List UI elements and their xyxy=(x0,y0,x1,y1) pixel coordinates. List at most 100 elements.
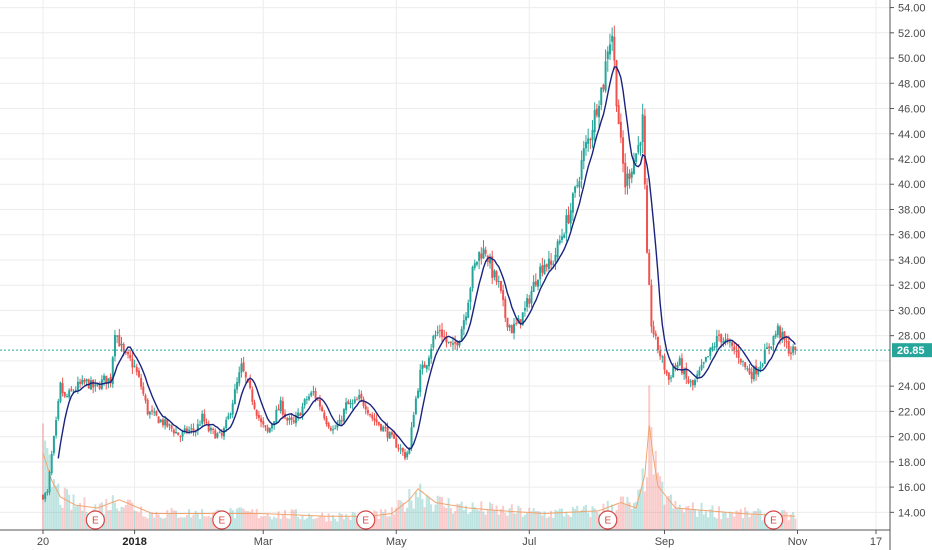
candle-body[interactable] xyxy=(42,495,44,500)
candle-body[interactable] xyxy=(728,341,731,343)
candle-body[interactable] xyxy=(124,351,127,353)
candle-body[interactable] xyxy=(275,409,278,423)
candle-body[interactable] xyxy=(390,432,393,435)
candle-body[interactable] xyxy=(678,358,681,365)
candle-body[interactable] xyxy=(94,384,97,387)
candle-body[interactable] xyxy=(379,423,382,431)
candle-body[interactable] xyxy=(377,421,380,425)
candle-body[interactable] xyxy=(316,399,319,401)
candle-body[interactable] xyxy=(148,411,151,415)
candle-body[interactable] xyxy=(744,362,747,368)
candle-body[interactable] xyxy=(131,358,134,368)
candle-body[interactable] xyxy=(770,346,773,349)
candle-body[interactable] xyxy=(277,408,280,411)
candle-body[interactable] xyxy=(720,334,723,343)
candle-body[interactable] xyxy=(146,399,149,415)
candle-body[interactable] xyxy=(582,148,585,162)
candle-body[interactable] xyxy=(458,340,461,346)
candle-body[interactable] xyxy=(417,390,420,398)
candle-body[interactable] xyxy=(578,181,581,188)
candle-body[interactable] xyxy=(323,412,326,419)
candle-body[interactable] xyxy=(401,448,404,452)
candle-body[interactable] xyxy=(185,428,188,432)
candle-body[interactable] xyxy=(74,390,77,392)
candle-body[interactable] xyxy=(386,427,389,438)
candle-body[interactable] xyxy=(574,186,577,193)
candle-body[interactable] xyxy=(698,370,701,376)
candle-body[interactable] xyxy=(478,251,481,261)
candle-body[interactable] xyxy=(356,399,359,401)
candle-body[interactable] xyxy=(447,341,450,343)
candle-body[interactable] xyxy=(225,419,228,428)
candle-body[interactable] xyxy=(545,264,548,267)
candle-body[interactable] xyxy=(443,336,446,338)
candle-body[interactable] xyxy=(630,171,633,178)
candle-body[interactable] xyxy=(608,44,611,55)
candle-body[interactable] xyxy=(190,428,193,430)
candle-body[interactable] xyxy=(192,428,195,431)
candle-body[interactable] xyxy=(510,325,513,334)
candle-body[interactable] xyxy=(412,414,415,428)
candle-body[interactable] xyxy=(166,419,169,427)
candle-body[interactable] xyxy=(746,368,749,370)
candle-body[interactable] xyxy=(81,379,84,385)
candle-body[interactable] xyxy=(288,418,291,421)
candle-body[interactable] xyxy=(273,421,276,426)
candle-body[interactable] xyxy=(659,350,662,357)
candle-body[interactable] xyxy=(375,419,378,423)
candle-body[interactable] xyxy=(565,215,568,234)
candle-body[interactable] xyxy=(759,366,762,370)
candle-body[interactable] xyxy=(515,322,518,324)
candle-body[interactable] xyxy=(366,410,369,414)
candle-body[interactable] xyxy=(329,428,332,431)
earnings-marker[interactable] xyxy=(85,510,105,530)
candle-body[interactable] xyxy=(670,377,673,379)
candle-body[interactable] xyxy=(170,425,173,429)
candle-body[interactable] xyxy=(598,105,601,118)
candle-body[interactable] xyxy=(456,342,459,346)
candle-body[interactable] xyxy=(345,402,348,411)
candle-body[interactable] xyxy=(506,317,509,328)
candle-body[interactable] xyxy=(480,253,483,259)
candle-body[interactable] xyxy=(360,393,363,399)
candle-body[interactable] xyxy=(502,290,505,301)
candle-body[interactable] xyxy=(539,266,542,280)
candle-body[interactable] xyxy=(212,428,215,430)
candle-body[interactable] xyxy=(482,248,485,259)
candle-body[interactable] xyxy=(774,334,777,337)
candle-body[interactable] xyxy=(632,159,635,175)
candle-body[interactable] xyxy=(113,334,116,357)
candle-body[interactable] xyxy=(654,333,657,337)
candle-body[interactable] xyxy=(403,451,406,459)
candle-body[interactable] xyxy=(436,331,439,334)
candle-body[interactable] xyxy=(499,280,502,291)
candle-body[interactable] xyxy=(397,447,400,449)
candle-body[interactable] xyxy=(700,364,703,370)
candle-body[interactable] xyxy=(711,346,714,350)
candle-body[interactable] xyxy=(465,316,468,321)
candle-body[interactable] xyxy=(68,390,71,398)
candle-body[interactable] xyxy=(92,379,95,388)
candle-body[interactable] xyxy=(334,428,337,430)
candle-body[interactable] xyxy=(615,60,618,107)
candle-body[interactable] xyxy=(301,406,304,415)
candle-body[interactable] xyxy=(779,326,782,338)
candle-body[interactable] xyxy=(731,342,734,346)
candle-body[interactable] xyxy=(332,429,335,431)
candle-body[interactable] xyxy=(161,419,164,426)
candle-body[interactable] xyxy=(382,426,385,432)
candle-body[interactable] xyxy=(680,358,683,374)
candle-body[interactable] xyxy=(427,357,430,367)
candle-body[interactable] xyxy=(199,424,202,426)
candle-body[interactable] xyxy=(491,256,494,279)
candle-body[interactable] xyxy=(717,334,720,336)
candle-body[interactable] xyxy=(251,389,254,402)
candle-body[interactable] xyxy=(229,413,232,416)
candle-body[interactable] xyxy=(741,360,744,362)
candle-body[interactable] xyxy=(748,368,751,374)
candle-body[interactable] xyxy=(558,240,561,244)
candle-body[interactable] xyxy=(676,364,679,369)
candle-body[interactable] xyxy=(133,365,136,367)
candle-body[interactable] xyxy=(556,241,559,257)
